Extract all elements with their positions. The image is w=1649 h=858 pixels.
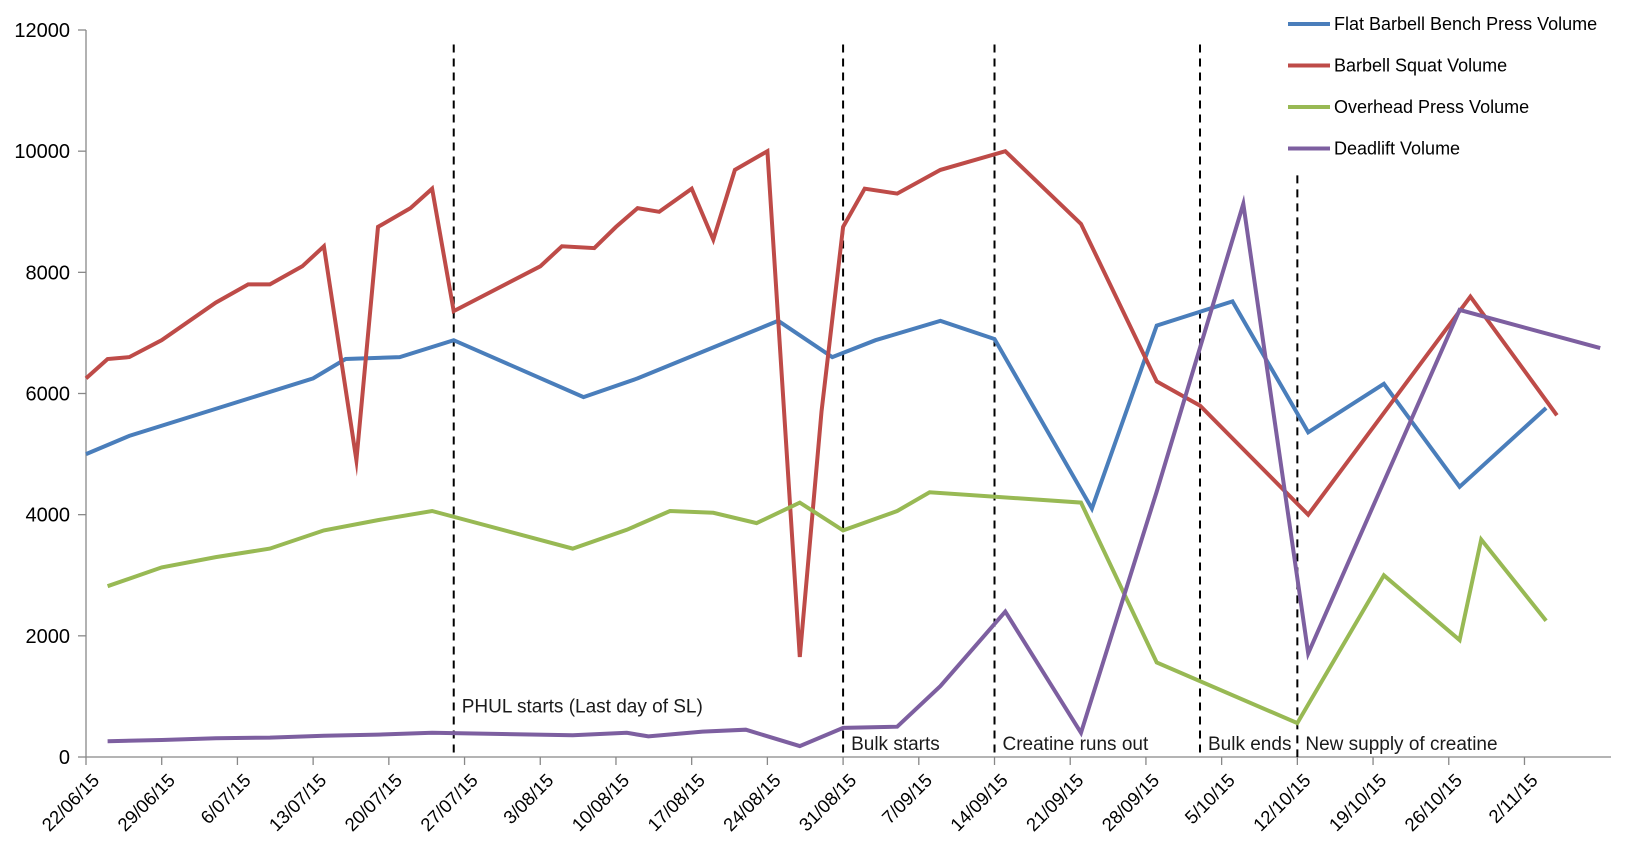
y-axis-ticks: 0 2000 4000 6000 8000 10000 12000 <box>14 20 86 769</box>
legend-label: Barbell Squat Volume <box>1334 56 1507 76</box>
x-axis-ticks: 22/06/15 29/06/15 6/07/15 13/07/15 20/07/15 2… <box>38 757 1542 835</box>
x-tick-label: 21/09/15 <box>1022 769 1088 835</box>
x-tick-label: 7/09/15 <box>878 769 937 828</box>
x-tick-label: 5/10/15 <box>1180 769 1239 828</box>
series-lines <box>84 147 1601 749</box>
y-tick-label: 4000 <box>26 505 71 527</box>
x-tick-label: 27/07/15 <box>416 769 482 835</box>
x-tick-label: 12/10/15 <box>1249 769 1315 835</box>
x-tick-label: 17/08/15 <box>643 769 709 835</box>
x-tick-label: 31/08/15 <box>795 769 861 835</box>
y-tick-label: 8000 <box>26 262 71 284</box>
series-line <box>107 194 1601 749</box>
legend-label: Deadlift Volume <box>1334 139 1460 159</box>
annotation-label: New supply of creatine <box>1305 734 1497 755</box>
x-tick-label: 20/07/15 <box>340 769 406 835</box>
x-tick-label: 22/06/15 <box>38 769 104 835</box>
x-tick-label: 29/06/15 <box>113 769 179 835</box>
annotation-label: Creatine runs out <box>1003 734 1149 755</box>
annotation-label: PHUL starts (Last day of SL) <box>462 697 703 718</box>
legend-label: Overhead Press Volume <box>1334 97 1529 117</box>
y-tick-label: 6000 <box>26 384 71 406</box>
x-tick-label: 19/10/15 <box>1325 769 1391 835</box>
y-tick-label: 12000 <box>14 20 70 42</box>
y-tick-label: 10000 <box>14 141 70 163</box>
x-tick-label: 13/07/15 <box>265 769 331 835</box>
annotation-label: Bulk starts <box>851 734 940 755</box>
annotations: PHUL starts (Last day of SL) Bulk starts C… <box>452 44 1498 757</box>
annotation-label: Bulk ends <box>1208 734 1291 755</box>
series-line <box>84 147 1559 658</box>
x-tick-label: 2/11/15 <box>1484 769 1542 827</box>
legend: Flat Barbell Bench Press Volume Barbell S… <box>1288 14 1597 159</box>
series-line <box>85 299 1548 514</box>
series-line <box>106 490 1548 726</box>
legend-label: Flat Barbell Bench Press Volume <box>1334 14 1597 34</box>
x-tick-label: 3/08/15 <box>499 769 558 828</box>
y-tick-label: 2000 <box>26 626 71 648</box>
x-tick-label: 14/09/15 <box>946 769 1012 835</box>
x-tick-label: 28/09/15 <box>1097 769 1163 835</box>
x-tick-label: 6/07/15 <box>196 769 255 828</box>
x-tick-label: 26/10/15 <box>1400 769 1466 835</box>
x-tick-label: 24/08/15 <box>719 769 785 835</box>
x-tick-label: 10/08/15 <box>567 769 633 835</box>
y-tick-label: 0 <box>59 747 70 769</box>
